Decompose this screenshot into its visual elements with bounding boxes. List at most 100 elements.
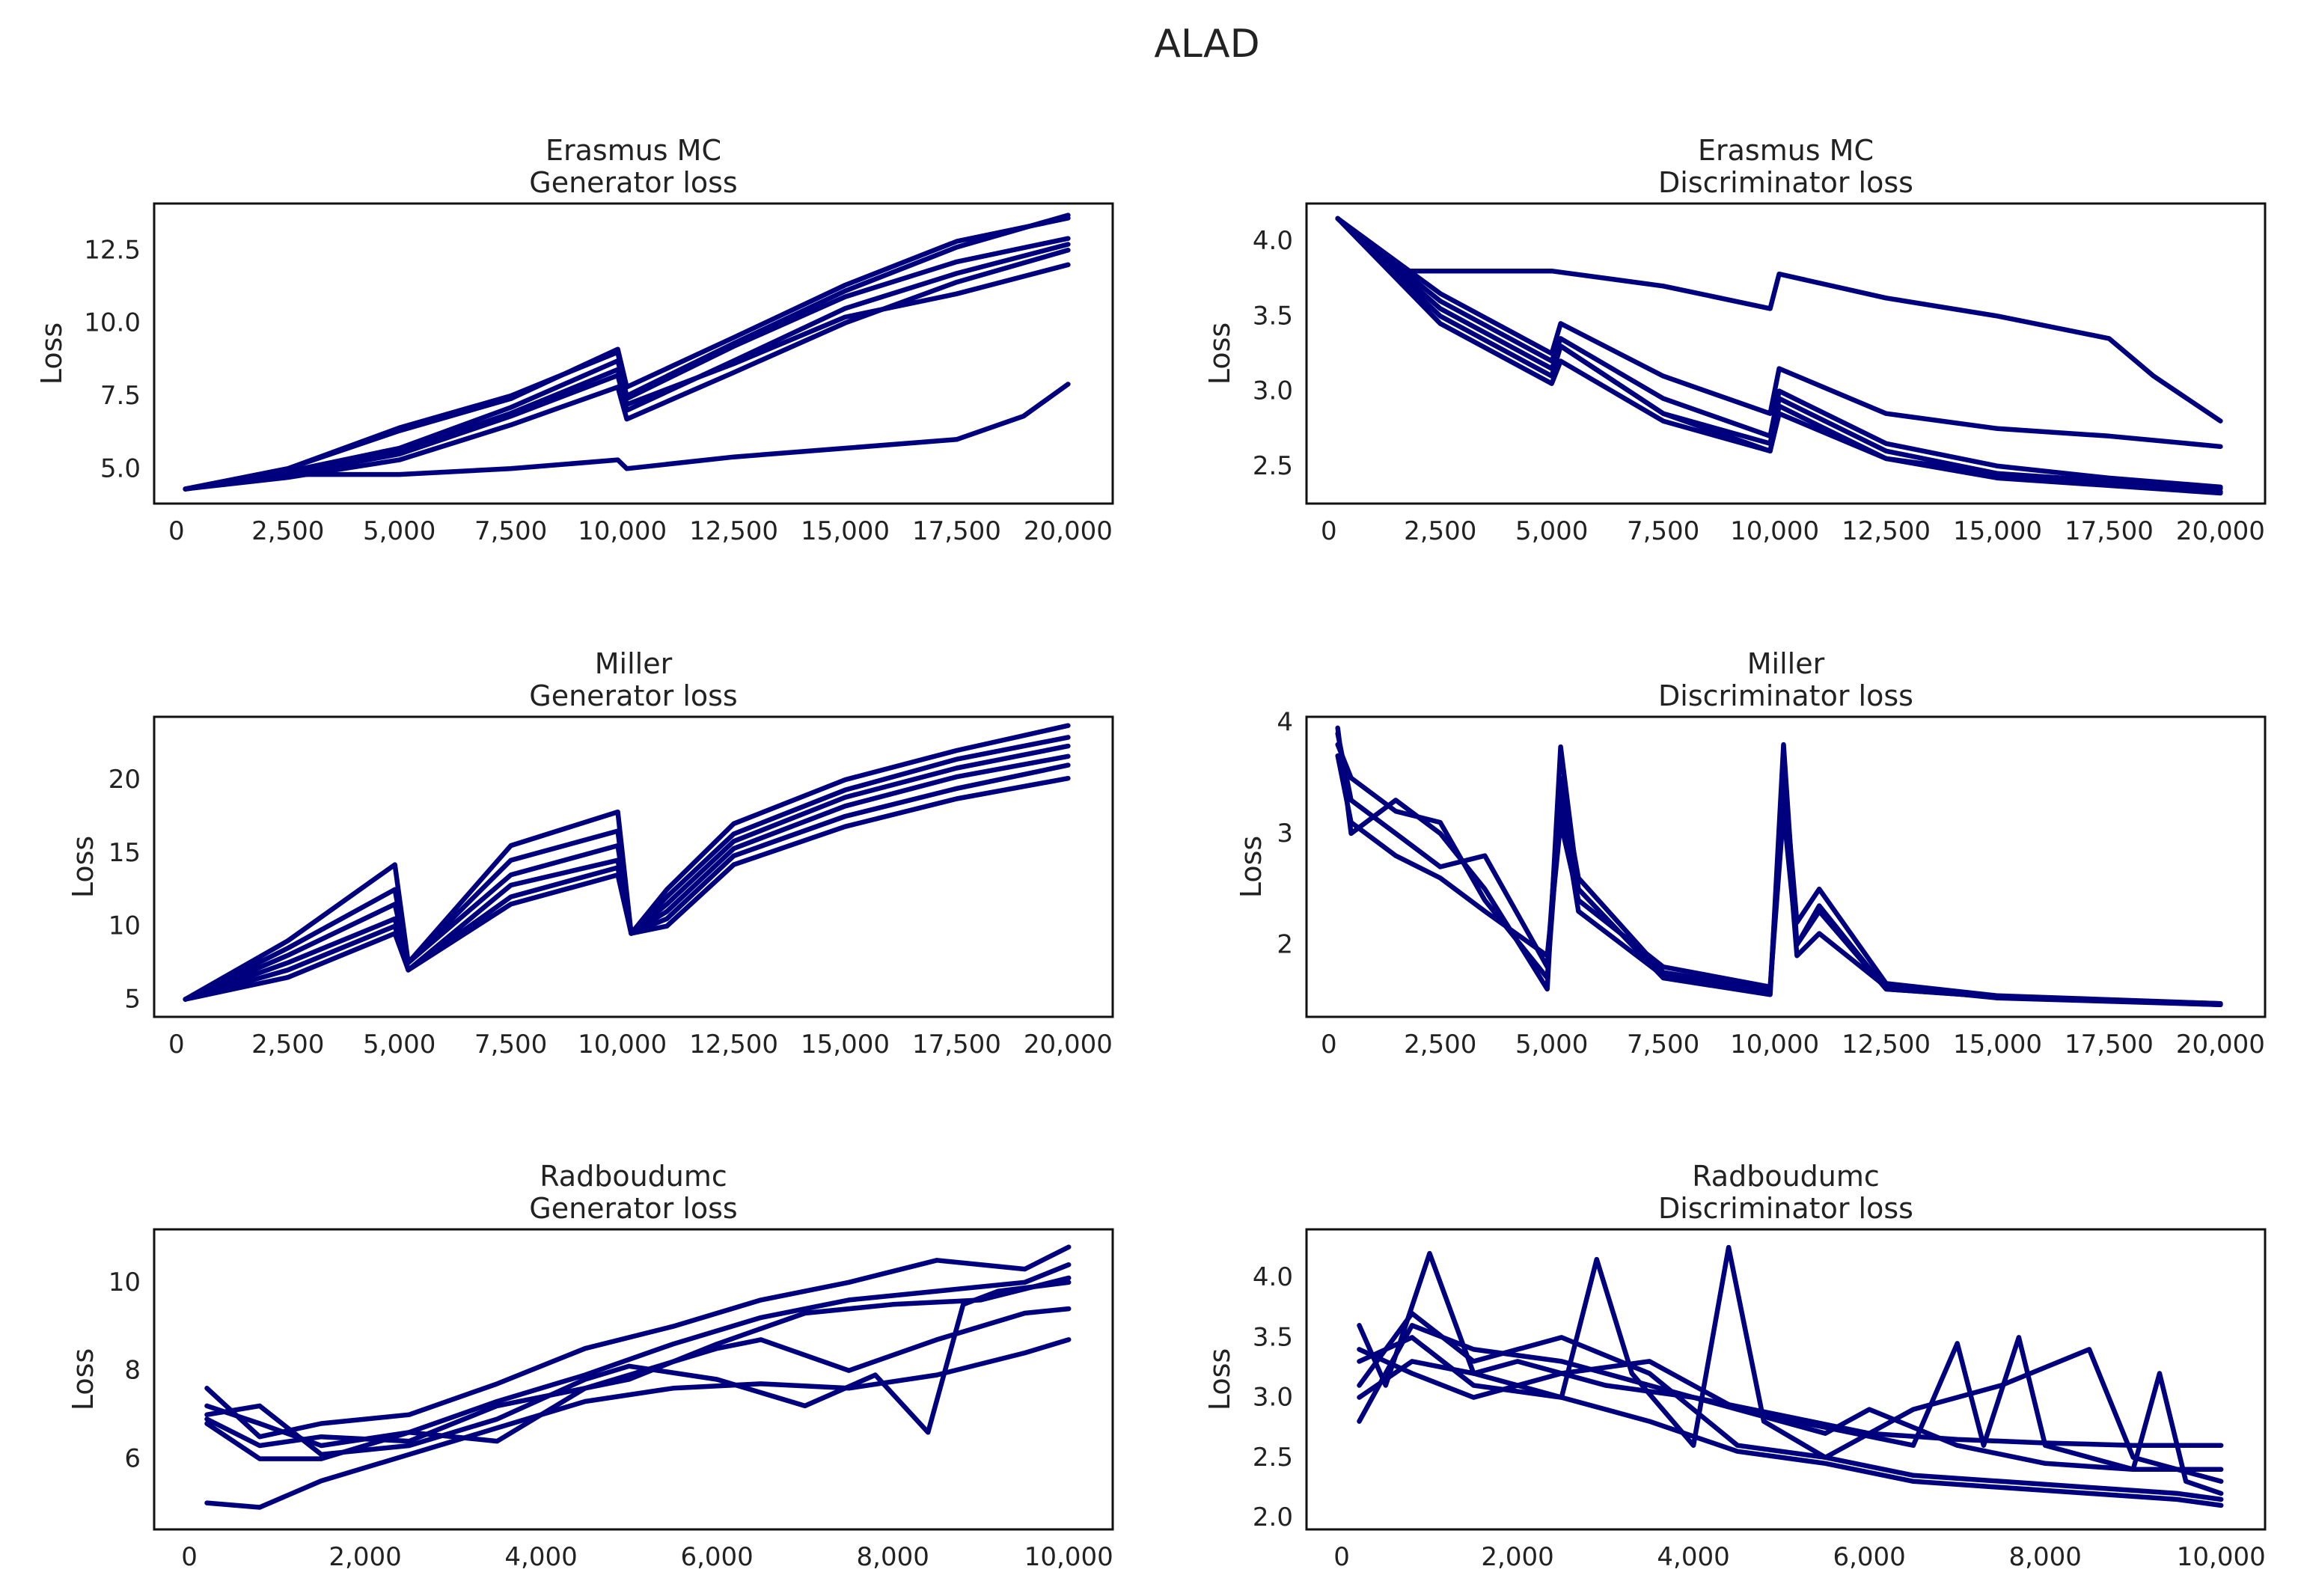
radboudumc-discriminator-plot-frame [1305, 1228, 2267, 1531]
miller-discriminator-series-line-4 [1335, 753, 2223, 1006]
erasmus-discriminator-y-tick-label: 4.0 [1253, 226, 1293, 256]
miller-generator-y-axis-label: Loss [67, 836, 100, 898]
radboudumc-generator-series-group [204, 1244, 1072, 1510]
erasmus-generator-y-tick-label: 7.5 [100, 381, 141, 411]
erasmus-generator-x-tick-label: 12,500 [689, 516, 778, 546]
radboudumc-discriminator-y-tick-label: 2.0 [1253, 1502, 1293, 1532]
erasmus-discriminator-y-axis-label: Loss [1203, 322, 1236, 385]
radboudumc-generator-plot-frame [153, 1228, 1114, 1531]
radboudumc-generator-x-tick-label: 10,000 [1024, 1542, 1113, 1572]
radboudumc-generator-series-line-6 [204, 1337, 1072, 1510]
erasmus-generator-x-tick-label: 10,000 [578, 516, 667, 546]
miller-discriminator-x-tick-label: 12,500 [1842, 1030, 1931, 1060]
radboudumc-discriminator-y-tick-label: 2.5 [1253, 1443, 1293, 1473]
erasmus-generator-series-group [183, 213, 1071, 492]
miller-discriminator-y-tick-label: 2 [1277, 929, 1293, 959]
radboudumc-discriminator-series-line-3 [1357, 1323, 2224, 1496]
erasmus-discriminator-x-tick-label: 12,500 [1842, 516, 1931, 546]
erasmus-generator-series-line-3 [183, 236, 1071, 492]
erasmus-discriminator-x-tick-label: 10,000 [1730, 516, 1819, 546]
erasmus-discriminator-x-tick-label: 5,000 [1515, 516, 1588, 546]
erasmus-discriminator-series-line-3 [1335, 215, 2223, 492]
radboudumc-generator-series-line-2 [204, 1262, 1072, 1449]
miller-generator-x-tick-label: 5,000 [363, 1030, 436, 1060]
miller-generator-x-tick-label: 10,000 [578, 1030, 667, 1060]
miller-discriminator-x-tick-label: 17,500 [2065, 1030, 2154, 1060]
radboudumc-generator-x-tick-label: 0 [181, 1542, 198, 1572]
radboudumc-generator-title-line2: Generator loss [529, 1192, 737, 1225]
erasmus-generator-series-line-1 [183, 213, 1071, 492]
radboudumc-discriminator-y-tick-label: 4.0 [1253, 1262, 1293, 1292]
erasmus-discriminator-x-tick-label: 20,000 [2176, 516, 2265, 546]
radboudumc-discriminator-y-tick-label: 3.5 [1253, 1322, 1293, 1352]
miller-generator-y-tick-label: 10 [109, 911, 141, 941]
radboudumc-discriminator-x-tick-label: 6,000 [1833, 1542, 1905, 1572]
miller-generator-x-tick-label: 15,000 [801, 1030, 890, 1060]
erasmus-generator-series-line-6 [183, 262, 1071, 492]
miller-discriminator-series-line-2 [1335, 731, 2223, 1006]
erasmus-discriminator-y-tick-label: 3.5 [1253, 301, 1293, 331]
erasmus-generator-plot-frame [153, 202, 1114, 505]
miller-discriminator-y-tick-label: 4 [1277, 707, 1293, 737]
erasmus-generator-y-tick-label: 12.5 [84, 235, 141, 265]
radboudumc-discriminator-x-tick-label: 2,000 [1481, 1542, 1553, 1572]
radboudumc-generator-y-tick-label: 6 [124, 1444, 141, 1474]
erasmus-generator-x-tick-label: 20,000 [1024, 516, 1113, 546]
miller-discriminator-title-line1: Miller [1747, 647, 1825, 680]
erasmus-generator-x-tick-label: 15,000 [801, 516, 890, 546]
erasmus-discriminator-series-line-2 [1335, 215, 2223, 450]
erasmus-generator-x-tick-label: 7,500 [474, 516, 547, 546]
radboudumc-discriminator-series-line-5 [1357, 1311, 2224, 1485]
radboudumc-generator-series-line-5 [204, 1275, 1072, 1461]
erasmus-discriminator-series-line-5 [1335, 215, 2223, 495]
radboudumc-discriminator-series-line-2 [1357, 1244, 2224, 1502]
miller-generator-title-line1: Miller [595, 647, 673, 680]
erasmus-generator-title-line1: Erasmus MC [546, 134, 721, 167]
erasmus-discriminator-title-line1: Erasmus MC [1698, 134, 1874, 167]
miller-discriminator-title-line2: Discriminator loss [1658, 679, 1913, 712]
miller-generator-series-group [183, 723, 1071, 1002]
miller-discriminator-y-axis-label: Loss [1235, 836, 1268, 898]
radboudumc-generator-series-line-1 [204, 1244, 1072, 1440]
erasmus-discriminator-series-line-1 [1335, 215, 2223, 424]
miller-generator-y-tick-label: 15 [109, 838, 141, 868]
miller-discriminator-x-tick-label: 20,000 [2176, 1030, 2265, 1060]
miller-generator-x-tick-label: 17,500 [912, 1030, 1001, 1060]
erasmus-generator-series-line-4 [183, 242, 1071, 492]
erasmus-discriminator-title-line2: Discriminator loss [1658, 166, 1913, 199]
erasmus-generator-x-tick-label: 17,500 [912, 516, 1001, 546]
erasmus-generator-series-line-5 [183, 248, 1071, 492]
erasmus-discriminator-x-tick-label: 0 [1321, 516, 1337, 546]
radboudumc-generator-y-tick-label: 10 [109, 1268, 141, 1297]
miller-generator-x-tick-label: 2,500 [251, 1030, 324, 1060]
miller-generator-plot-frame [153, 715, 1114, 1018]
erasmus-generator-series-line-2 [183, 215, 1071, 492]
erasmus-generator-title-line2: Generator loss [529, 166, 737, 199]
erasmus-discriminator-series-line-6 [1335, 215, 2223, 490]
erasmus-generator-y-tick-label: 10.0 [84, 308, 141, 338]
radboudumc-discriminator-y-axis-label: Loss [1203, 1348, 1236, 1410]
miller-discriminator-x-tick-label: 10,000 [1730, 1030, 1819, 1060]
miller-discriminator-series-line-3 [1335, 742, 2223, 1007]
miller-generator-series-line-6 [183, 775, 1071, 1002]
erasmus-generator-x-tick-label: 5,000 [363, 516, 436, 546]
miller-discriminator-x-tick-label: 0 [1321, 1030, 1337, 1060]
miller-discriminator-y-tick-label: 3 [1277, 819, 1293, 849]
miller-discriminator-series-group [1335, 725, 2223, 1007]
radboudumc-discriminator-series-group [1357, 1244, 2224, 1508]
miller-generator-x-tick-label: 0 [168, 1030, 185, 1060]
radboudumc-discriminator-title-line1: Radboudumc [1692, 1160, 1880, 1193]
erasmus-discriminator-x-tick-label: 2,500 [1404, 516, 1476, 546]
radboudumc-discriminator-x-tick-label: 8,000 [2009, 1542, 2082, 1572]
miller-discriminator-x-tick-label: 7,500 [1627, 1030, 1699, 1060]
miller-discriminator-x-tick-label: 2,500 [1404, 1030, 1476, 1060]
erasmus-generator-series-line-7 [183, 382, 1071, 492]
erasmus-discriminator-x-tick-label: 7,500 [1627, 516, 1699, 546]
miller-generator-y-tick-label: 20 [109, 765, 141, 795]
